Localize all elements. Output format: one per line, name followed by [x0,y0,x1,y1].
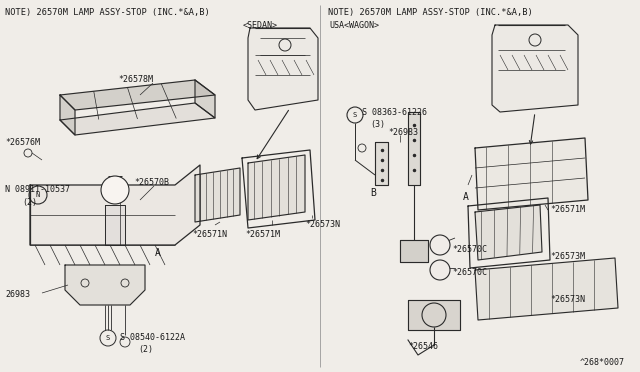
Polygon shape [195,80,215,118]
Text: N 08911-10537: N 08911-10537 [5,185,70,194]
Polygon shape [475,205,542,260]
Text: A: A [463,192,469,202]
Text: S: S [353,112,357,118]
Text: 26983: 26983 [5,290,30,299]
Text: (2): (2) [138,345,153,354]
Text: *26578M: *26578M [118,75,153,84]
Text: *26546: *26546 [408,342,438,351]
Circle shape [422,303,446,327]
Circle shape [430,235,450,255]
Circle shape [101,176,129,204]
Text: *26573N: *26573N [305,220,340,229]
Polygon shape [492,25,578,112]
Text: <SEDAN>: <SEDAN> [243,21,278,30]
Text: *26571M: *26571M [550,205,585,214]
Circle shape [430,260,450,280]
Text: NOTE) 26570M LAMP ASSY-STOP (INC.*&A,B): NOTE) 26570M LAMP ASSY-STOP (INC.*&A,B) [5,8,210,17]
Text: A: A [155,248,161,258]
Polygon shape [105,205,125,245]
Polygon shape [30,165,200,245]
Text: (3): (3) [370,120,385,129]
Text: *26983: *26983 [388,128,418,137]
Polygon shape [408,112,420,185]
Text: N: N [36,192,40,198]
Text: *26570B: *26570B [134,178,169,187]
Text: *26571N: *26571N [192,230,227,239]
Text: *26573N: *26573N [550,295,585,304]
Text: ^268*0007: ^268*0007 [580,358,625,367]
Polygon shape [475,258,618,320]
Polygon shape [400,240,428,262]
Polygon shape [375,142,388,185]
Polygon shape [65,265,145,305]
Polygon shape [408,300,460,330]
Text: *26570C: *26570C [452,268,487,277]
Text: *26576M: *26576M [5,138,40,147]
Text: *26571M: *26571M [245,230,280,239]
Text: B: B [370,188,376,198]
Text: USA<WAGON>: USA<WAGON> [329,21,379,30]
Text: S 08540-6122A: S 08540-6122A [120,333,185,342]
Text: S: S [106,335,110,341]
Text: S 08363-61226: S 08363-61226 [362,108,427,117]
Polygon shape [60,103,215,135]
Polygon shape [60,95,75,135]
Polygon shape [60,80,215,110]
Polygon shape [195,168,240,222]
Text: (2): (2) [22,198,37,207]
Polygon shape [248,28,318,110]
Text: NOTE) 26570M LAMP ASSY-STOP (INC.*&A,B): NOTE) 26570M LAMP ASSY-STOP (INC.*&A,B) [328,8,532,17]
Polygon shape [248,155,305,220]
Text: *26570C: *26570C [452,245,487,254]
Text: *26573M: *26573M [550,252,585,261]
Polygon shape [475,138,588,210]
